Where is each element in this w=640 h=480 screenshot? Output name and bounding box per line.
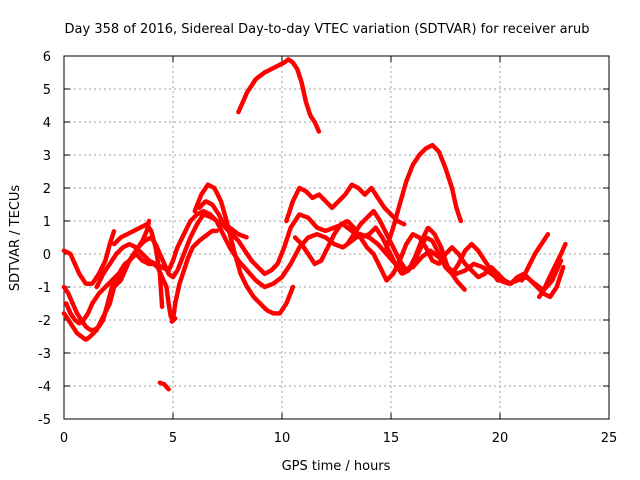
series-arc-16 <box>157 380 171 392</box>
series-arc-9 <box>236 57 322 135</box>
chart-title: Day 358 of 2016, Sidereal Day-to-day VTE… <box>65 22 590 37</box>
y-tick-labels: -5 -4 -3 -2 -1 0 1 2 3 4 5 6 <box>38 50 51 428</box>
y-tick-label: -1 <box>38 281 51 296</box>
y-tick-label: -3 <box>38 347 51 362</box>
x-tick-labels: 0 5 10 15 20 25 <box>60 431 617 446</box>
series-arc-3 <box>61 218 152 333</box>
y-tick-label: 4 <box>43 116 51 131</box>
x-axis-label: GPS time / hours <box>282 459 391 474</box>
series-arc-13 <box>345 208 501 283</box>
axis-ticks <box>63 55 610 420</box>
series-arc-12 <box>384 142 464 250</box>
y-tick-label: 0 <box>43 248 51 263</box>
x-tick-label: 25 <box>601 431 618 446</box>
y-tick-label: 5 <box>43 83 51 98</box>
y-tick-label: 1 <box>43 215 51 230</box>
series-arc-10 <box>284 182 407 227</box>
y-axis-label: SDTVAR / TECUs <box>8 185 23 292</box>
series-arc-6 <box>111 222 165 310</box>
series-arc-11 <box>292 218 566 300</box>
x-tick-label: 5 <box>169 431 177 446</box>
plot-frame <box>63 55 610 420</box>
series-layer <box>61 57 568 392</box>
series-arc-7 <box>192 182 296 316</box>
x-tick-label: 10 <box>274 431 291 446</box>
series-arc-1 <box>61 228 117 286</box>
y-tick-label: -4 <box>38 380 51 395</box>
y-tick-label: 6 <box>43 50 51 65</box>
series-arc-14 <box>519 231 551 283</box>
series-arc-17 <box>169 316 178 324</box>
series-arc-5 <box>94 208 564 293</box>
x-tick-label: 0 <box>60 431 68 446</box>
x-tick-label: 20 <box>492 431 509 446</box>
y-tick-label: 3 <box>43 149 51 164</box>
y-tick-label: -5 <box>38 413 51 428</box>
series-arc-15 <box>536 241 568 300</box>
x-tick-label: 15 <box>383 431 400 446</box>
y-tick-label: 2 <box>43 182 51 197</box>
y-tick-label: -2 <box>38 314 51 329</box>
